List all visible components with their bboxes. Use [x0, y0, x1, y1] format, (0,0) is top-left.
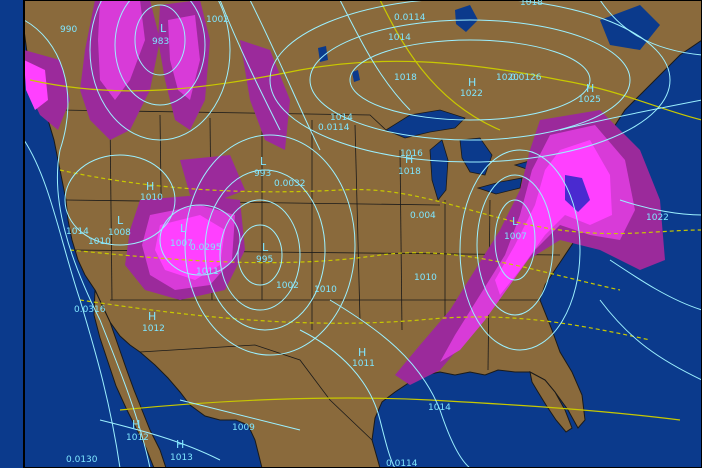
- isobar-label: 1018: [394, 73, 417, 83]
- svg-text:1018: 1018: [398, 167, 421, 177]
- thickness-label: 0.004: [410, 211, 436, 221]
- thickness-label: 0.0295: [190, 243, 222, 253]
- isobars: [23, 0, 702, 468]
- svg-text:983: 983: [152, 37, 169, 47]
- svg-text:L: L: [160, 22, 167, 35]
- pressure-center: H 1012: [126, 418, 149, 443]
- thickness-labels: 0.0114 0.0032 0.004 0.0130 0.0114 0.0126…: [66, 13, 542, 468]
- svg-text:L: L: [117, 214, 124, 227]
- isobar-label: 1011: [196, 267, 219, 277]
- isobar-label: 1010: [314, 285, 337, 295]
- svg-text:1011: 1011: [352, 359, 375, 369]
- isobar-labels: 990 1002 1014 1018 1010 1014 1010 1002 1…: [60, 0, 669, 433]
- thickness-label: 0.0316: [74, 305, 106, 315]
- thickness-lines: [29, 0, 702, 421]
- svg-text:1007: 1007: [504, 232, 527, 242]
- svg-text:995: 995: [256, 255, 273, 265]
- svg-text:1022: 1022: [460, 89, 483, 99]
- thickness-label: 0.0114: [386, 459, 418, 468]
- thickness-label: 0.0032: [274, 179, 306, 189]
- isobar-label: 1010: [414, 273, 437, 283]
- svg-text:L: L: [262, 241, 269, 254]
- svg-text:L: L: [260, 155, 267, 168]
- svg-text:1025: 1025: [578, 95, 601, 105]
- pressure-center: L 983: [152, 22, 169, 47]
- pressure-center: L 1007: [504, 215, 527, 242]
- thickness-label: 0.0126: [510, 73, 542, 83]
- svg-text:H: H: [176, 438, 184, 451]
- isobar-label: 1010: [88, 237, 111, 247]
- svg-text:H: H: [146, 180, 154, 193]
- isobar-label: 1014: [66, 227, 89, 237]
- isobar-label: 1018: [520, 0, 543, 8]
- svg-text:L: L: [180, 222, 187, 235]
- pressure-center: H 1013: [170, 438, 193, 463]
- great-lakes: [385, 109, 553, 201]
- svg-text:993: 993: [254, 169, 271, 179]
- svg-text:H: H: [586, 82, 594, 95]
- svg-text:1008: 1008: [108, 228, 131, 238]
- thickness-label: 0.0130: [66, 455, 98, 465]
- precipitation-areas: [24, 0, 665, 385]
- svg-text:1012: 1012: [126, 433, 149, 443]
- svg-text:1012: 1012: [142, 324, 165, 334]
- isobar-label: 1022: [646, 213, 669, 223]
- thickness-label: 0.0114: [394, 13, 426, 23]
- thickness-label: 0.0114: [318, 123, 350, 133]
- svg-text:H: H: [468, 76, 476, 89]
- isobar-label: 1009: [232, 423, 255, 433]
- svg-text:H: H: [132, 418, 140, 431]
- isobar-label: 1016: [400, 149, 423, 159]
- isobar-label: 1002: [276, 281, 299, 291]
- florida-peninsula: [529, 371, 573, 433]
- svg-text:H: H: [405, 153, 413, 166]
- svg-text:1013: 1013: [170, 453, 193, 463]
- svg-text:H: H: [148, 310, 156, 323]
- svg-text:1010: 1010: [140, 193, 163, 203]
- isobar-label: 990: [60, 25, 77, 35]
- isobar-label: 1020: [496, 73, 519, 83]
- svg-text:H: H: [358, 346, 366, 359]
- isobar-label: 1002: [206, 15, 229, 25]
- baja-peninsula: [93, 289, 167, 468]
- isobar-label: 1014: [428, 403, 451, 413]
- isobar-label: 1014: [330, 113, 353, 123]
- svg-text:1007: 1007: [170, 239, 193, 249]
- svg-text:L: L: [512, 215, 519, 228]
- pressure-center: L 1007: [170, 222, 193, 249]
- isobar-label: 1014: [388, 33, 411, 43]
- northern-lakes: [318, 5, 660, 82]
- map-frame: [23, 0, 702, 468]
